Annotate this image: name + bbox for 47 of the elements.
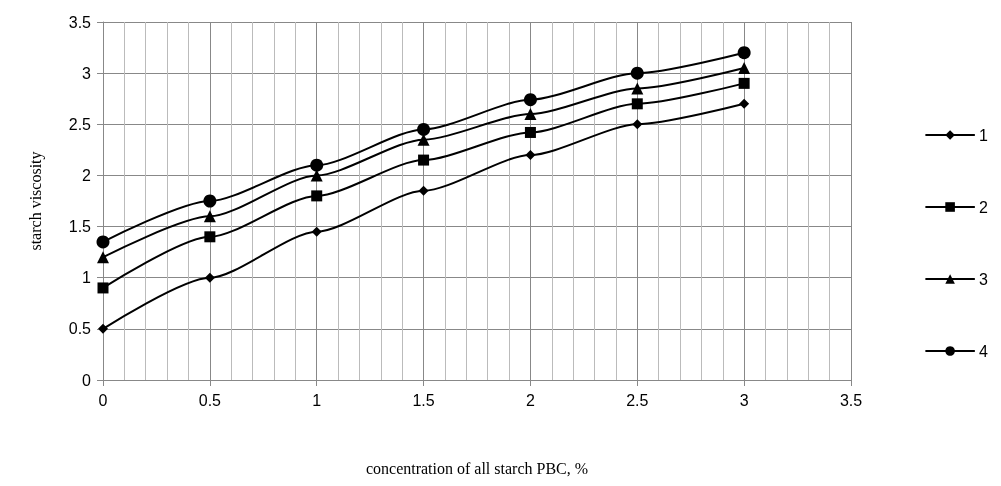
point [203,194,217,208]
y-tick-label: 0.5 [68,320,92,338]
point [418,154,430,166]
point [632,119,643,130]
point [311,190,323,202]
legend-label: 4 [979,342,989,360]
legend-label: 3 [979,270,989,288]
x-tick-label: 3 [739,391,749,409]
point [311,226,322,237]
point [631,82,644,95]
x-tick-label: 1.5 [412,391,435,409]
point [737,46,751,60]
y-tick-label: 3.5 [68,13,92,31]
point [203,210,216,223]
x-tick-label: 0.5 [198,391,222,409]
point [96,235,110,249]
point [418,185,429,196]
point [738,62,751,75]
point [204,231,216,243]
x-tick-label: 2 [525,391,535,409]
y-tick-label: 2 [82,166,92,184]
point [97,282,109,294]
point [739,98,750,109]
legend-label: 2 [979,198,989,216]
y-tick-label: 3 [82,64,92,82]
point [630,66,644,80]
point [97,251,109,264]
point [417,122,431,136]
y-tick-label: 1 [82,269,92,287]
x-tick-label: 2.5 [626,391,649,409]
point [738,77,750,89]
point [204,272,215,283]
point [525,149,536,160]
point [524,126,536,138]
y-axis-title: starch viscosity [26,151,45,251]
point [523,93,537,107]
point [310,158,324,172]
y-tick-label: 0 [82,371,92,389]
y-tick-label: 2.5 [68,115,92,133]
point [631,98,643,110]
x-tick-label: 1 [312,391,322,409]
x-axis-title: concentration of all starch PBC, % [365,459,589,477]
legend-label: 1 [979,126,989,144]
point [524,108,537,121]
x-tick-label: 3.5 [839,391,863,409]
x-tick-label: 0 [98,391,108,409]
y-tick-label: 1.5 [68,218,92,236]
